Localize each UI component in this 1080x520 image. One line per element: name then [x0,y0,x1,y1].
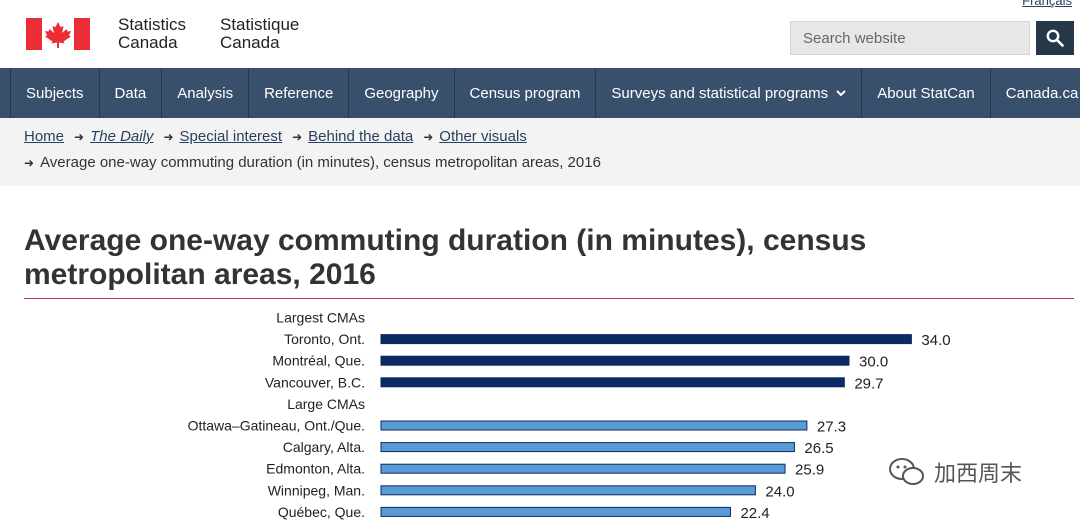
bar-value-label: 30.0 [859,354,888,371]
category-label: Vancouver, B.C. [265,374,365,390]
header: Français Statistics Canada Statistique C… [0,0,1080,68]
nav-item-canada-ca[interactable]: Canada.ca [991,68,1080,118]
bar [380,334,912,345]
category-label: Toronto, Ont. [284,331,365,347]
breadcrumb-current: Average one-way commuting duration (in m… [40,154,601,171]
search-icon [1046,29,1064,47]
group-header-label: Largest CMAs [276,310,365,326]
nav-item-data[interactable]: Data [100,68,163,118]
bar-value-label: 26.5 [804,440,833,457]
breadcrumb: Home ➜ The Daily ➜ Special interest ➜ Be… [0,118,1080,186]
bar-value-label: 27.3 [817,419,846,436]
nav-item-analysis[interactable]: Analysis [162,68,250,118]
breadcrumb-behind-the-data[interactable]: Behind the data [308,128,414,145]
category-label: Montréal, Que. [272,353,365,369]
nav-item-census-program[interactable]: Census program [455,68,597,118]
chat-bubbles-icon [889,458,924,485]
bar-value-label: 24.0 [765,483,794,500]
org-name-french[interactable]: Statistique Canada [220,15,300,52]
nav-item-reference[interactable]: Reference [249,68,350,118]
org-name-english[interactable]: Statistics Canada [118,15,187,52]
category-label: Edmonton, Alta. [266,461,365,477]
nav-item-surveys[interactable]: Surveys and statistical programs [596,68,863,118]
chevron-down-icon [836,89,846,96]
search-button[interactable] [1036,21,1074,55]
nav-item-surveys-label: Surveys and statistical programs [611,84,829,102]
search-input[interactable]: Search website [790,21,1030,55]
group-header-label: Large CMAs [287,396,365,412]
arrow-right-icon: ➜ [24,155,35,170]
nav-item-geography[interactable]: Geography [349,68,455,118]
breadcrumb-home[interactable]: Home [24,128,65,145]
bar [380,506,731,517]
bar [380,485,756,496]
arrow-right-icon: ➜ [292,129,303,144]
bar [380,463,786,474]
bar [380,442,795,453]
nav-item-subjects[interactable]: Subjects [10,68,100,118]
bar [380,355,850,366]
category-label: Winnipeg, Man. [268,482,365,498]
bar-value-label: 34.0 [921,332,950,349]
category-label: Calgary, Alta. [283,439,365,455]
bar-value-label: 29.7 [854,375,883,392]
page-title: Average one-way commuting duration (in m… [24,224,867,291]
category-label: Ottawa–Gatineau, Ont./Que. [188,418,365,434]
bar-value-label: 25.9 [795,462,824,479]
category-label: Québec, Que. [278,504,365,520]
commute-bar-chart: Largest CMAs Toronto, Ont. 34.0 Montréal, Q… [188,310,951,520]
bar [380,377,845,388]
main-nav: Subjects Data Analysis Reference Geograp… [0,68,1080,118]
canada-flag-icon[interactable] [26,18,90,50]
title-divider [24,298,1074,299]
nav-item-about[interactable]: About StatCan [862,68,991,118]
arrow-right-icon: ➜ [423,129,434,144]
watermark: 加西周末 [888,456,1022,488]
arrow-right-icon: ➜ [74,129,85,144]
arrow-right-icon: ➜ [163,129,174,144]
language-toggle-link[interactable]: Français [1022,0,1072,8]
breadcrumb-the-daily[interactable]: The Daily [90,128,154,145]
bar [380,420,808,431]
breadcrumb-other-visuals[interactable]: Other visuals [439,128,527,145]
breadcrumb-special-interest[interactable]: Special interest [179,128,283,145]
watermark-text: 加西周末 [934,461,1023,486]
bar-value-label: 22.4 [740,505,769,520]
